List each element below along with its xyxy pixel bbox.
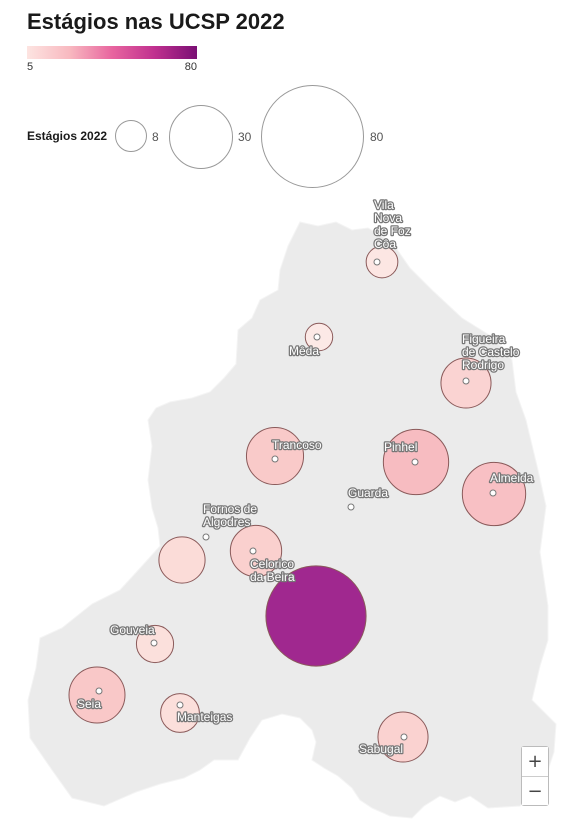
place-label-meda: Mêda [289,344,319,358]
zoom-in-button[interactable]: + [522,747,548,776]
map-title: Estágios nas UCSP 2022 [27,9,285,34]
color-scale-min: 5 [27,61,34,73]
place-label-figueira-de-castelo-rodrigo: Figueira de Castelo Rodrigo [462,332,520,372]
zoom-out-button[interactable]: − [522,776,548,805]
size-legend-value-small: 8 [152,130,159,144]
color-scale-max: 80 [184,61,197,73]
place-label-vila-nova-de-foz-coa: Vila Nova de Foz Côa [374,198,411,251]
place-label-line: de Foz [374,224,411,238]
bubble-unlabeled-9[interactable] [158,536,206,584]
place-label-line: Manteigas [177,710,232,724]
place-dot-celorico-da-beira [249,547,257,555]
place-label-line: Figueira [462,332,506,346]
place-label-line: de Castelo [462,345,520,359]
region-shape-bump [236,366,258,392]
bubbles-layer [68,245,527,763]
place-dot-vila-nova-de-foz-coa [373,258,381,266]
size-legend-circle-medium [169,105,233,169]
place-dot-sabugal [400,733,408,741]
place-label-line: Mêda [289,344,319,358]
size-legend-value-medium: 30 [238,130,252,144]
place-label-sabugal: Sabugal [359,742,403,756]
place-dot-manteigas [176,701,184,709]
place-dot-trancoso [271,455,279,463]
place-dot-figueira-de-castelo-rodrigo [462,377,470,385]
size-legend-value-large: 80 [370,130,384,144]
place-label-line: Pinhel [384,440,417,454]
place-label-line: Celorico [250,557,294,571]
bubble-unlabeled-10[interactable] [265,565,367,667]
zoom-control: + − [521,746,549,806]
place-label-line: Gouveia [110,623,155,637]
place-dot-meda [313,333,321,341]
region-shape [27,221,557,819]
place-label-fornos-de-algodres: Fornos de Algodres [203,502,257,529]
place-label-seia: Seia [77,697,101,711]
place-label-line: Trancoso [272,438,322,452]
place-dot-seia [95,687,103,695]
place-label-line: Vila [374,198,394,212]
place-label-line: Seia [77,697,101,711]
place-dot-guarda [347,503,355,511]
place-label-gouveia: Gouveia [110,623,155,637]
place-label-line: Guarda [348,486,388,500]
place-label-line: Nova [374,211,402,225]
color-scale-ticks: 5 80 [27,61,197,75]
place-label-line: Algodres [203,515,250,529]
labels-layer: Vila Nova de Foz Côa Mêda Figueira de Castelo R… [76,197,535,758]
place-label-almeida: Almeida [490,471,534,485]
size-legend-circle-large [261,85,364,188]
place-label-line: Côa [374,237,396,251]
place-dot-almeida [489,489,497,497]
place-label-manteigas: Manteigas [177,710,232,724]
place-label-line: da Beira [250,570,295,584]
place-label-line: Rodrigo [462,358,504,372]
size-legend-circle-small [115,120,147,152]
place-label-line: Sabugal [359,742,403,756]
place-label-line: Fornos de [203,502,257,516]
size-legend: Estágios 2022 8 30 80 [27,85,427,190]
place-label-celorico-da-beira: Celorico da Beira [250,557,295,584]
color-legend: 5 80 [27,46,197,75]
place-label-line: Almeida [490,471,534,485]
size-legend-label: Estágios 2022 [27,129,108,143]
place-label-guarda: Guarda [348,486,388,500]
color-scale-bar [27,46,197,59]
place-label-pinhel: Pinhel [384,440,417,454]
place-dot-gouveia [150,639,158,647]
place-dot-pinhel [411,458,419,466]
place-dot-fornos-de-algodres [202,533,210,541]
bubble-seia[interactable] [68,666,126,724]
bubble-vila-nova-de-foz-coa[interactable] [365,245,399,279]
place-label-trancoso: Trancoso [272,438,322,452]
bubble-manteigas[interactable] [160,693,200,733]
